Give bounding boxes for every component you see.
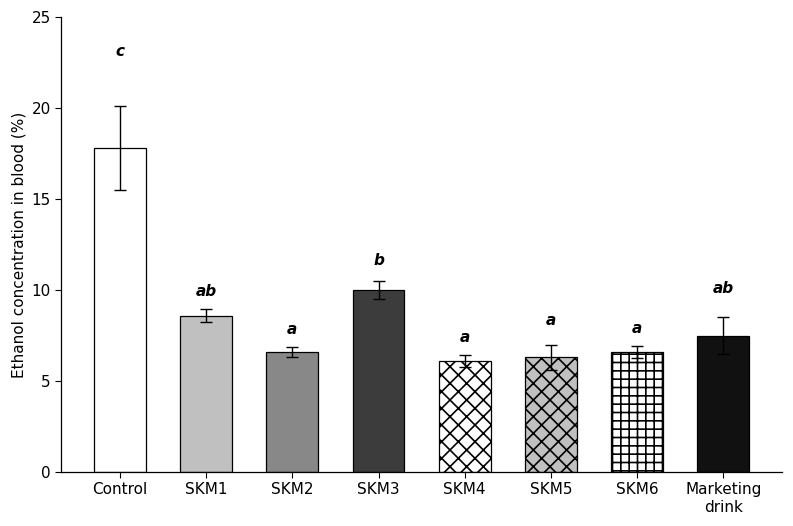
Bar [611, 352, 663, 472]
Text: c: c [116, 44, 125, 59]
Bar [353, 290, 404, 472]
Text: ab: ab [713, 280, 734, 296]
Text: a: a [460, 330, 469, 345]
Text: a: a [546, 313, 556, 328]
Bar [180, 316, 232, 472]
Bar [439, 361, 491, 472]
Text: a: a [287, 322, 297, 337]
Y-axis label: Ethanol concentration in blood (%): Ethanol concentration in blood (%) [11, 112, 26, 378]
Text: a: a [632, 320, 642, 336]
Text: ab: ab [196, 284, 216, 299]
Bar [94, 148, 146, 472]
Text: b: b [373, 253, 384, 268]
Bar [266, 352, 318, 472]
Bar [697, 336, 749, 472]
Bar [525, 358, 577, 472]
